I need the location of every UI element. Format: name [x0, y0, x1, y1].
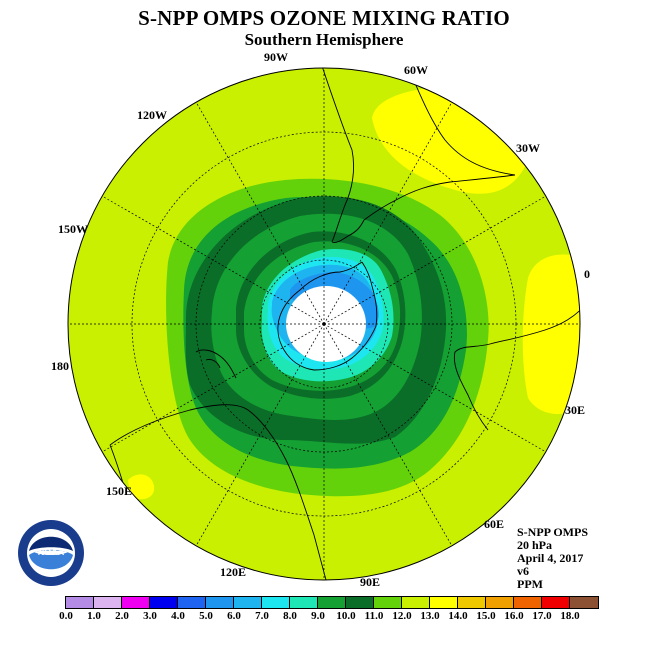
- coast-new-zealand: [195, 349, 237, 379]
- colorbar-swatch: [178, 597, 206, 608]
- colorbar-label: 17.0: [532, 610, 552, 622]
- label-60e: 60E: [484, 517, 504, 531]
- graticule: [68, 68, 580, 580]
- map-title: S-NPP OMPS OZONE MIXING RATIO: [138, 6, 510, 30]
- colorbar-swatch: [206, 597, 234, 608]
- meridian-30e: [323, 323, 547, 453]
- coast-south-america: [319, 68, 516, 243]
- meridian-60w: [323, 101, 453, 325]
- colorbar-label: 18.0: [560, 610, 580, 622]
- meridian-60e: [323, 323, 453, 547]
- info-instrument: S-NPP OMPS: [517, 525, 588, 539]
- colorbar-label: 3.0: [143, 610, 157, 622]
- colorbar-swatch: [262, 597, 290, 608]
- colorbar: [65, 596, 599, 609]
- colorbar-swatch: [570, 597, 598, 608]
- label-60w: 60W: [404, 63, 428, 77]
- label-150w: 150W: [58, 222, 88, 236]
- label-30w: 30W: [516, 141, 540, 155]
- label-90e: 90E: [360, 575, 380, 589]
- label-0: 0: [584, 267, 590, 281]
- colorbar-label: 4.0: [171, 610, 185, 622]
- colorbar-label: 8.0: [283, 610, 297, 622]
- colorbar-label: 11.0: [364, 610, 384, 622]
- label-90w: 90W: [264, 50, 288, 64]
- colorbar-labels: 0.0 1.0 2.0 3.0 4.0 5.0 6.0 7.0 8.0 9.0 10.0 11.0 12…: [0, 610, 648, 624]
- colorbar-label: 1.0: [87, 610, 101, 622]
- info-date: April 4, 2017: [517, 551, 584, 565]
- colorbar-label: 9.0: [311, 610, 325, 622]
- colorbar-swatch: [542, 597, 570, 608]
- colorbar-label: 2.0: [115, 610, 129, 622]
- colorbar-label: 7.0: [255, 610, 269, 622]
- coast-antarctica: [277, 261, 378, 371]
- colorbar-swatch: [402, 597, 430, 608]
- meridian-150w: [101, 195, 325, 325]
- coast-africa: [453, 299, 580, 431]
- colorbar-swatch: [150, 597, 178, 608]
- info-units: PPM: [517, 577, 543, 591]
- noaa-logo: NOAA: [18, 520, 84, 586]
- label-120w: 120W: [137, 108, 167, 122]
- colorbar-swatch: [234, 597, 262, 608]
- info-block: S-NPP OMPS 20 hPa April 4, 2017 v6 PPM: [517, 526, 588, 591]
- label-120e: 120E: [220, 565, 246, 579]
- label-180: 180: [51, 359, 69, 373]
- level-13-patch-southwest: [128, 474, 155, 500]
- map-subtitle: Southern Hemisphere: [244, 30, 404, 49]
- meridian-150e: [101, 323, 325, 453]
- colorbar-label: 13.0: [420, 610, 440, 622]
- colorbar-swatch: [318, 597, 346, 608]
- colorbar-label: 5.0: [199, 610, 213, 622]
- info-pressure: 20 hPa: [517, 538, 553, 552]
- meridian-120e: [195, 323, 325, 547]
- colorbar-label: 15.0: [476, 610, 496, 622]
- map-boundary: [67, 67, 581, 581]
- colorbar-swatch: [122, 597, 150, 608]
- meridian-30w: [323, 195, 547, 325]
- south-pole-marker: [322, 322, 326, 326]
- logo-text: NOAA: [38, 547, 65, 557]
- colorbar-label: 12.0: [392, 610, 412, 622]
- colorbar-label: 14.0: [448, 610, 468, 622]
- level-13-patch-east: [522, 254, 580, 414]
- colorbar-swatch: [430, 597, 458, 608]
- colorbar-swatch: [514, 597, 542, 608]
- colorbar-swatch: [346, 597, 374, 608]
- colorbar-swatch: [486, 597, 514, 608]
- colorbar-swatch: [66, 597, 94, 608]
- colorbar-label: 6.0: [227, 610, 241, 622]
- colorbar-swatch: [290, 597, 318, 608]
- label-30e: 30E: [565, 403, 585, 417]
- longitude-labels: 90W 60W 30W 0 30E 60E 90E 120E 150E 180 …: [51, 50, 590, 589]
- info-version: v6: [517, 564, 529, 578]
- label-150e: 150E: [106, 484, 132, 498]
- colorbar-label: 0.0: [59, 610, 73, 622]
- colorbar-label: 10.0: [336, 610, 356, 622]
- colorbar-label: 16.0: [504, 610, 524, 622]
- meridian-120w: [195, 101, 325, 325]
- colorbar-swatch: [94, 597, 122, 608]
- colorbar-swatch: [374, 597, 402, 608]
- colorbar-swatch: [458, 597, 486, 608]
